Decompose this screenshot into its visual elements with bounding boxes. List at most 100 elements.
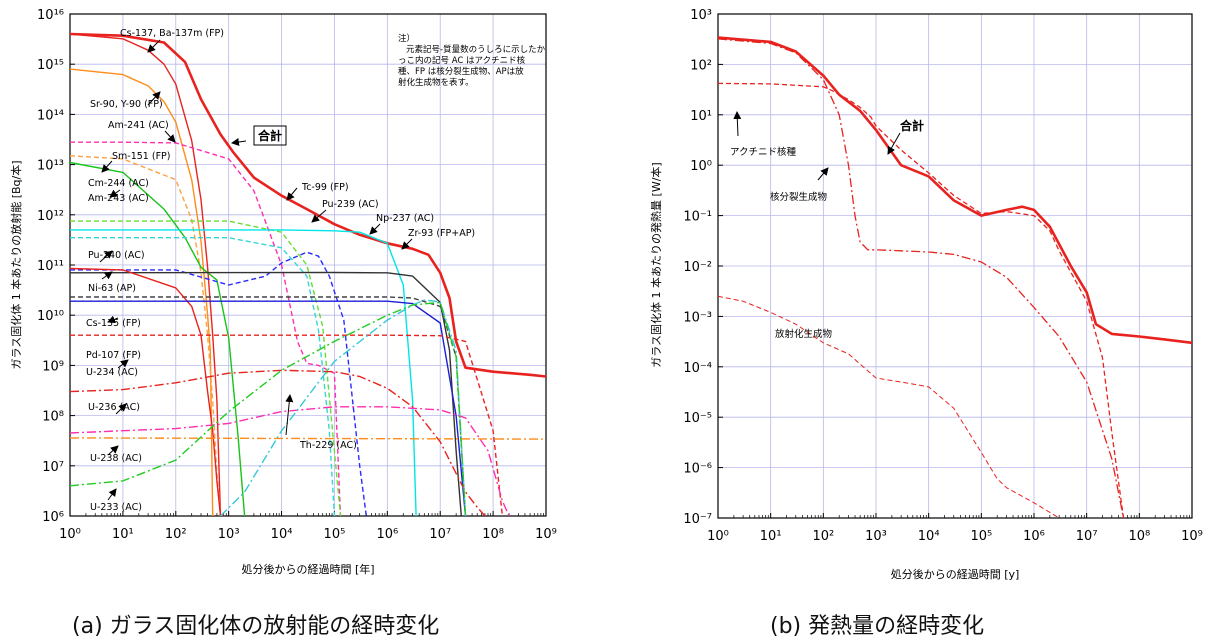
- series-line: U-238 (AC): [70, 437, 546, 440]
- series-line: Ni-63 (AP): [70, 267, 224, 516]
- y-tick-label: 10⁰: [690, 159, 712, 174]
- annotation-arrow: [369, 223, 381, 235]
- series-line: Pu-239 (AC): [70, 251, 367, 516]
- series-line: 放射化生成物: [718, 295, 1060, 518]
- series-line: U-233 (AC): [70, 301, 467, 516]
- series-group: 合計 Cs-137, Ba-137m (FP)Sr-90, Y-90 (FP) Am…: [70, 32, 546, 516]
- y-tick-label: 10⁻¹: [683, 210, 712, 225]
- series-label: Sm-151 (FP): [112, 151, 170, 162]
- annotation-arrows: [733, 111, 901, 181]
- y-tick-label: 10⁻⁷: [683, 512, 712, 527]
- caption-b: (b) 発熱量の経時変化: [770, 614, 985, 639]
- y-axis-label: ガラス固化体 1 本あたりの発熱量 [W/本]: [649, 162, 663, 367]
- y-tick-label: 10⁻²: [683, 260, 712, 275]
- x-tick-label: 10⁰: [707, 529, 729, 544]
- y-tick-label: 10¹: [690, 109, 712, 124]
- annotation-arrow: [231, 138, 247, 146]
- x-tick-label: 10¹: [112, 527, 134, 542]
- activity-chart: 10⁰ 10¹ 10² 10³ 10⁴ 10⁵ 10⁶ 10⁷ 10⁸ 10⁹ 10⁶ 10⁷ 10⁸ 1…: [9, 8, 557, 576]
- x-tick-label: 10²: [812, 529, 834, 544]
- x-tick-label: 10⁶: [376, 527, 398, 542]
- series-label: Pd-107 (FP): [86, 350, 141, 361]
- y-tick-label: 10¹³: [37, 159, 64, 174]
- axis-ticks: 10⁰ 10¹ 10² 10³ 10⁴ 10⁵ 10⁶ 10⁷ 10⁸ 10⁹ 10⁻⁷ 10⁻⁶ 10…: [683, 8, 1203, 544]
- series-line: Pd-107 (FP): [70, 334, 504, 516]
- series-line: 核分裂生成物: [718, 38, 1125, 518]
- annotation-arrow: [107, 488, 117, 501]
- x-tick-label: 10⁹: [1181, 529, 1203, 544]
- series-line: Np-237 (AC): [70, 271, 462, 516]
- series-label: Zr-93 (FP+AP): [408, 228, 475, 239]
- series-label: Am-243 (AC): [88, 193, 149, 204]
- y-tick-label: 10⁶: [42, 510, 64, 525]
- annotation-arrow: [99, 250, 113, 263]
- total-label-box: [253, 125, 287, 146]
- annotation-arrow: [147, 39, 161, 53]
- x-tick-label: 10³: [218, 527, 240, 542]
- y-axis-label: ガラス固化体 1 本あたりの放射能 [Bq/本]: [9, 160, 23, 369]
- y-tick-label: 10¹²: [37, 209, 64, 224]
- series-label: 放射化生成物: [775, 328, 833, 340]
- axis-ticks: 10⁰ 10¹ 10² 10³ 10⁴ 10⁵ 10⁶ 10⁷ 10⁸ 10⁹ 10⁶ 10⁷ 10⁸ 1…: [37, 8, 557, 542]
- annotation-arrow: [101, 160, 113, 173]
- annotation-arrow: [109, 189, 121, 198]
- series-label: Np-237 (AC): [376, 213, 434, 224]
- x-tick-label: 10³: [865, 529, 887, 544]
- series-label: Am-241 (AC): [108, 120, 169, 131]
- annotation-arrow: [285, 394, 294, 436]
- annotation-arrow: [115, 403, 127, 415]
- x-axis-label: 処分後からの経過時間 [年]: [241, 562, 374, 576]
- y-tick-label: 10³: [690, 8, 712, 23]
- y-tick-label: 10⁸: [42, 410, 64, 425]
- y-tick-label: 10¹¹: [37, 259, 64, 274]
- series-label: Cs-137, Ba-137m (FP): [120, 28, 224, 39]
- series-line: Cm-244 (AC): [70, 161, 246, 516]
- series-label: Tc-99 (FP): [301, 182, 349, 193]
- series-line: U-234 (AC): [70, 369, 486, 516]
- series-label: Th-229 (AC): [299, 440, 357, 451]
- caption-a: (a) ガラス固化体の放射能の経時変化: [72, 614, 440, 639]
- annotation-arrow: [887, 132, 901, 155]
- note-line: 元素記号-質量数のうしろに示したか: [406, 44, 546, 55]
- x-tick-label: 10⁵: [324, 527, 346, 542]
- series-label: U-236 (AC): [88, 402, 140, 413]
- annotation-arrow: [107, 315, 119, 324]
- series-line: Pu-240 (AC): [70, 237, 336, 516]
- x-tick-label: 10⁶: [1023, 529, 1045, 544]
- series-line: Am-243 (AC): [70, 220, 342, 516]
- series-label: Sr-90, Y-90 (FP): [90, 99, 163, 110]
- y-tick-label: 10¹⁴: [37, 108, 64, 123]
- series-label: Pu-240 (AC): [88, 250, 145, 261]
- y-tick-label: 10⁹: [42, 359, 64, 374]
- series-label: 核分裂生成物: [770, 191, 828, 203]
- series-label: Cs-135 (FP): [86, 318, 141, 329]
- series-labels: Cs-137, Ba-137m (FP) Sr-90, Y-90 (FP) Am-2…: [86, 28, 475, 513]
- annotation-arrow: [101, 271, 113, 280]
- grid-lines: [717, 13, 1193, 519]
- series-label: U-234 (AC): [86, 367, 138, 378]
- y-tick-label: 10¹⁵: [37, 58, 64, 73]
- series-line: Sr-90, Y-90 (FP): [70, 68, 214, 516]
- y-tick-label: 10⁻⁶: [683, 462, 712, 477]
- series-line: Cs-137, Ba-137m (FP): [70, 33, 222, 516]
- heat-chart: 10⁰ 10¹ 10² 10³ 10⁴ 10⁵ 10⁶ 10⁷ 10⁸ 10⁹ 10⁻⁷ 10⁻⁶ 10…: [649, 8, 1203, 581]
- series-line: アクチニド核種: [718, 82, 1125, 518]
- y-tick-label: 10²: [690, 58, 712, 73]
- series-line: Th-229 (AC): [220, 299, 467, 516]
- annotation-arrow: [164, 130, 176, 143]
- annotation-arrow: [107, 445, 119, 456]
- x-tick-label: 10⁵: [970, 529, 992, 544]
- note-line: 射化生成物を表す。: [398, 77, 474, 88]
- y-tick-label: 10¹⁰: [37, 309, 64, 324]
- x-tick-label: 10⁴: [918, 529, 940, 544]
- annotation-arrow: [817, 167, 829, 181]
- note-line: 注）: [398, 33, 415, 44]
- x-tick-label: 10⁹: [535, 527, 557, 542]
- y-tick-label: 10¹⁶: [37, 8, 64, 23]
- annotation-arrow: [401, 238, 413, 250]
- x-tick-label: 10⁴: [271, 527, 293, 542]
- series-label: U-238 (AC): [90, 453, 142, 464]
- series-line: Am-241 (AC): [70, 141, 342, 516]
- y-tick-label: 10⁻⁵: [683, 411, 712, 426]
